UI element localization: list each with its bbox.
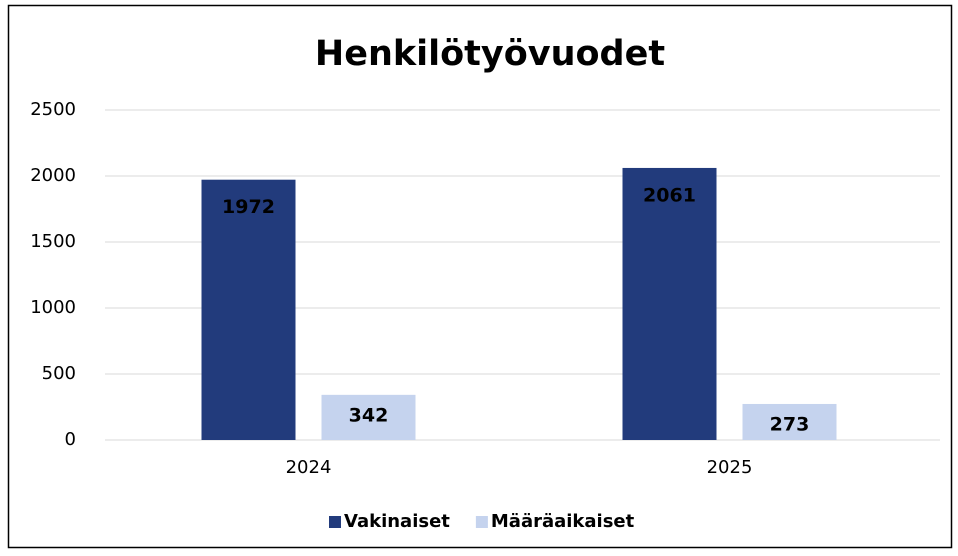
legend-swatch: [475, 516, 488, 528]
x-tick-label: 2025: [707, 457, 753, 478]
legend-swatch: [329, 516, 341, 528]
x-tick-label: 2024: [286, 457, 332, 478]
legend-label: Vakinaiset: [344, 511, 450, 532]
bar: [742, 403, 837, 440]
chart-title: Henkilötyövuodet: [315, 34, 665, 74]
y-tick-label: 2000: [30, 165, 76, 186]
bar: [201, 179, 296, 441]
y-tick-label: 1500: [30, 231, 76, 252]
y-tick-label: 500: [42, 363, 76, 384]
legend-label: Määräaikaiset: [491, 511, 635, 532]
y-tick-label: 1000: [30, 297, 76, 318]
chart-border: [7, 4, 953, 549]
bar: [321, 394, 416, 440]
y-tick-label: 2500: [30, 99, 76, 120]
bar: [622, 167, 717, 440]
data-label: 342: [349, 404, 389, 426]
data-label: 273: [770, 413, 810, 435]
data-label: 1972: [222, 196, 275, 218]
data-label: 2061: [643, 184, 696, 206]
y-tick-label: 0: [65, 429, 76, 450]
